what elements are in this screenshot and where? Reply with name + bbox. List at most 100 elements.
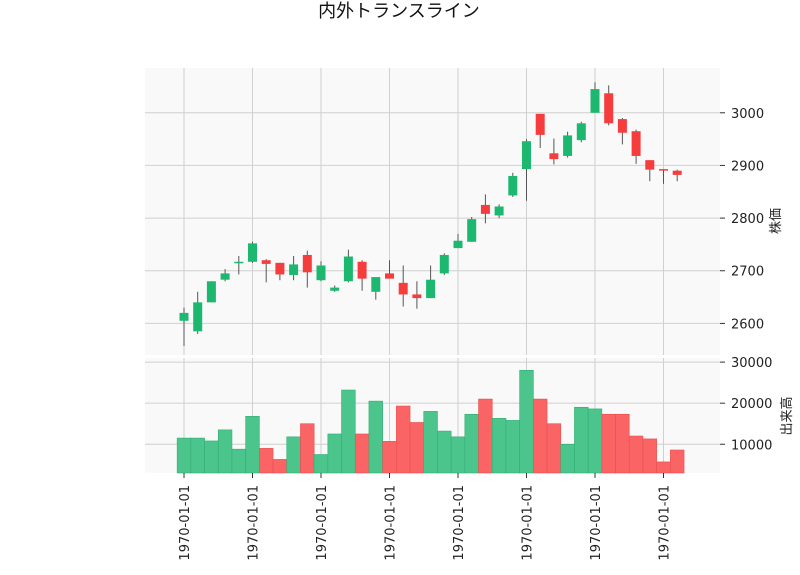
volume-tick-label: 20000 xyxy=(731,397,772,412)
candle-body xyxy=(357,261,367,279)
volume-bar xyxy=(286,436,301,474)
volume-bar xyxy=(259,448,274,474)
price-tick-label: 3000 xyxy=(731,107,764,122)
x-tick-label: 1970-01-01 xyxy=(315,485,330,561)
candle-body xyxy=(385,273,394,279)
candle xyxy=(234,255,244,275)
candles xyxy=(179,82,682,347)
volume-bar xyxy=(231,448,246,474)
x-tick-label: 1970-01-01 xyxy=(384,485,399,561)
volume-bar xyxy=(245,416,260,474)
candle-body xyxy=(330,287,340,291)
candle-body xyxy=(371,277,381,292)
volume-bar xyxy=(437,430,452,474)
candle-body xyxy=(604,93,614,124)
x-tick-label: 1970-01-01 xyxy=(521,485,536,561)
volume-bar xyxy=(354,433,370,474)
candle xyxy=(302,250,312,288)
volume-bar xyxy=(423,411,438,474)
candle xyxy=(385,260,394,279)
price-panel-background xyxy=(145,68,720,355)
candle xyxy=(604,85,614,126)
price-axis: 2600 2700 2800 2900 3000 xyxy=(720,107,764,332)
candle xyxy=(248,241,257,263)
candle-body xyxy=(179,312,189,321)
candle xyxy=(316,261,326,282)
candle xyxy=(275,262,285,281)
candle-body xyxy=(576,123,586,141)
volume-bar xyxy=(204,440,219,474)
volume-bar xyxy=(190,437,205,474)
candle-body xyxy=(480,204,490,214)
candle-body xyxy=(261,260,271,264)
candle-body xyxy=(193,302,203,332)
volume-bar xyxy=(546,423,562,474)
volume-bars xyxy=(176,370,685,474)
candle-body xyxy=(494,206,504,216)
candle-body xyxy=(522,141,531,170)
price-axis-label: 株価 xyxy=(769,208,784,234)
volume-bar xyxy=(587,408,603,474)
candle-body xyxy=(220,273,230,280)
chart-title: 内外トランスライン xyxy=(318,1,480,22)
candle xyxy=(193,291,203,334)
volume-bar xyxy=(382,441,397,474)
volume-bar xyxy=(670,449,685,474)
candle-body xyxy=(343,256,353,282)
volume-bar xyxy=(615,413,630,474)
price-tick-label: 2900 xyxy=(731,159,764,174)
x-tick-label: 1970-01-01 xyxy=(178,485,193,561)
candle xyxy=(576,121,586,143)
candle-body xyxy=(535,113,545,135)
candle xyxy=(289,255,299,281)
x-tick-label: 1970-01-01 xyxy=(658,485,673,561)
candle xyxy=(439,253,449,275)
candle-body xyxy=(206,281,216,303)
volume-tick-label: 10000 xyxy=(731,438,772,453)
x-tick-label: 1970-01-01 xyxy=(452,485,467,561)
candle xyxy=(508,172,518,198)
x-tick-label: 1970-01-01 xyxy=(247,485,262,561)
candle-body xyxy=(659,169,668,171)
candle-body xyxy=(398,282,408,295)
candle-body xyxy=(590,89,600,113)
candle xyxy=(590,82,600,113)
candle-body xyxy=(248,243,257,262)
candle xyxy=(371,277,381,300)
candle-body xyxy=(289,264,299,275)
candle xyxy=(494,204,504,219)
candle xyxy=(343,249,353,283)
candle-body xyxy=(426,279,436,299)
volume-bar xyxy=(505,420,520,474)
candle-body xyxy=(508,175,518,196)
volume-bar xyxy=(519,370,534,474)
volume-bar xyxy=(574,406,589,474)
volume-bar xyxy=(272,459,288,474)
volume-bar xyxy=(450,436,466,474)
volume-bar xyxy=(396,405,411,474)
candle-body xyxy=(302,254,312,273)
candle-body xyxy=(617,119,627,133)
candle xyxy=(645,160,655,182)
volume-tick-label: 30000 xyxy=(731,356,772,371)
volume-bar xyxy=(341,389,356,474)
candle xyxy=(535,113,545,149)
candle xyxy=(426,265,436,299)
volume-bar xyxy=(217,429,233,474)
volume-bar xyxy=(491,418,507,474)
candle xyxy=(261,259,271,283)
volume-bar xyxy=(300,423,315,474)
volume-bar xyxy=(368,400,383,474)
volume-bar xyxy=(464,413,479,474)
candle xyxy=(522,139,531,201)
candle-body xyxy=(275,262,285,275)
candle-body xyxy=(316,265,326,281)
candle xyxy=(631,129,641,164)
volume-axis: 10000 20000 30000 xyxy=(720,356,772,453)
volume-bar xyxy=(409,422,425,474)
candle-body xyxy=(631,131,641,156)
candle xyxy=(357,260,367,291)
candle xyxy=(659,169,668,184)
